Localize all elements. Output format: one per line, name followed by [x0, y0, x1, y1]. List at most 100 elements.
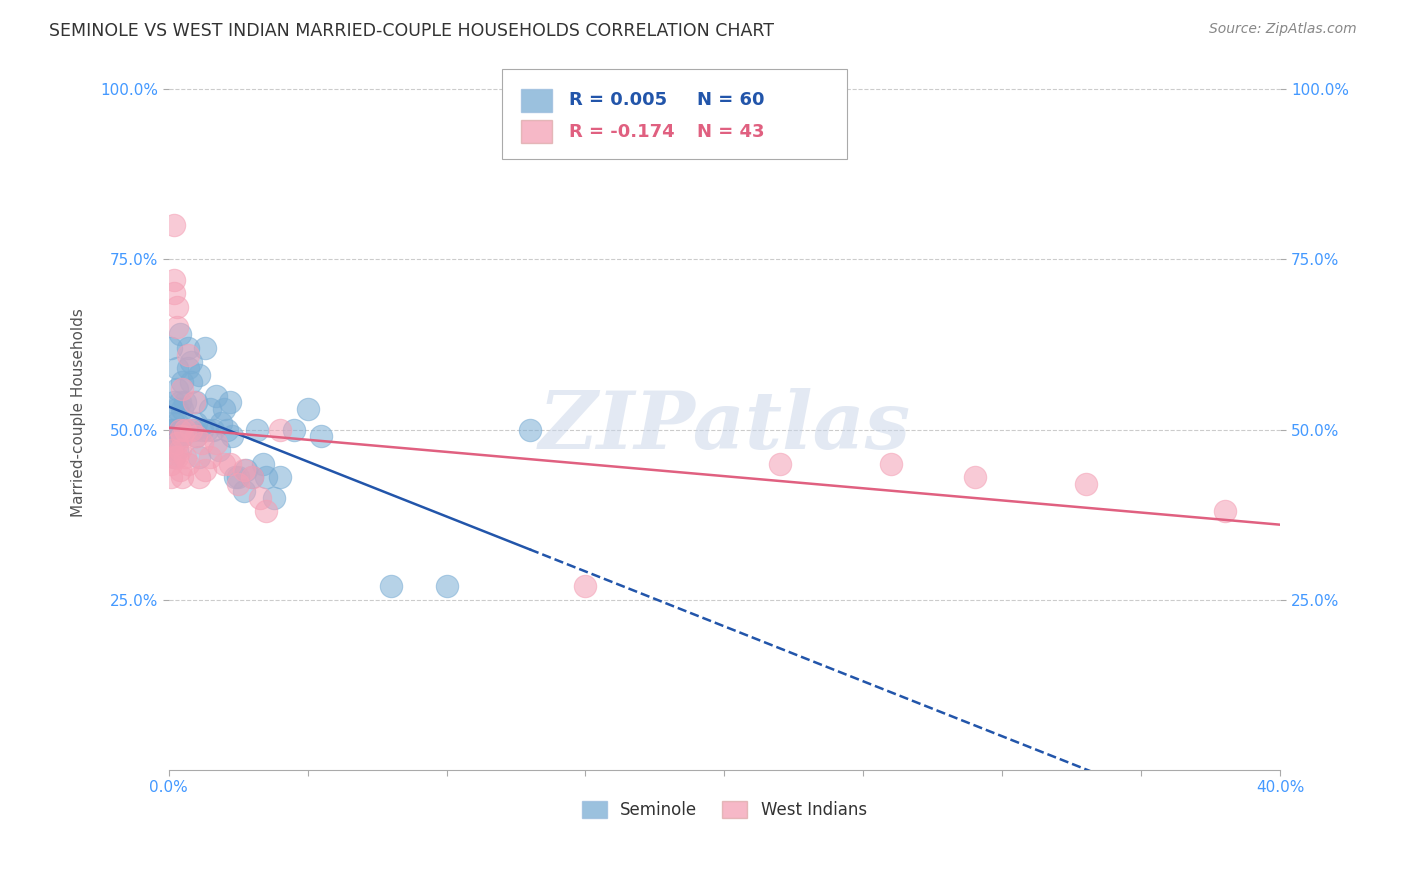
Point: [169, 423, 191, 437]
Point: [180, 354, 202, 368]
Point: [174, 450, 197, 464]
Point: [188, 470, 211, 484]
Point: [166, 442, 188, 457]
Point: [177, 457, 200, 471]
Point: [169, 463, 191, 477]
Point: [160, 470, 183, 484]
Point: [204, 388, 226, 402]
Point: [188, 368, 211, 383]
Point: [169, 327, 191, 342]
Point: [166, 382, 188, 396]
Point: [174, 395, 197, 409]
Point: [204, 436, 226, 450]
Point: [166, 436, 188, 450]
Point: [1074, 477, 1097, 491]
Point: [177, 361, 200, 376]
Point: [212, 457, 235, 471]
Point: [186, 429, 208, 443]
Point: [226, 470, 249, 484]
FancyBboxPatch shape: [502, 70, 846, 159]
Point: [160, 341, 183, 355]
Point: [235, 463, 257, 477]
Point: [218, 395, 240, 409]
Point: [574, 579, 596, 593]
Legend: Seminole, West Indians: Seminole, West Indians: [575, 795, 873, 826]
Point: [769, 457, 792, 471]
Point: [263, 491, 285, 505]
Point: [163, 450, 186, 464]
Point: [194, 463, 217, 477]
Point: [186, 395, 208, 409]
Point: [215, 423, 238, 437]
Point: [169, 442, 191, 457]
Point: [221, 429, 243, 443]
Text: N = 43: N = 43: [697, 122, 765, 141]
Point: [436, 579, 458, 593]
Point: [202, 423, 225, 437]
Point: [311, 429, 333, 443]
Point: [180, 423, 202, 437]
Point: [166, 361, 188, 376]
Text: SEMINOLE VS WEST INDIAN MARRIED-COUPLE HOUSEHOLDS CORRELATION CHART: SEMINOLE VS WEST INDIAN MARRIED-COUPLE H…: [49, 22, 775, 40]
Point: [160, 429, 183, 443]
Point: [166, 300, 188, 314]
Point: [166, 320, 188, 334]
Point: [163, 416, 186, 430]
Point: [232, 483, 254, 498]
Point: [240, 470, 263, 484]
Point: [166, 402, 188, 417]
Point: [163, 436, 186, 450]
FancyBboxPatch shape: [522, 88, 553, 112]
Point: [172, 470, 194, 484]
FancyBboxPatch shape: [522, 120, 553, 143]
Point: [163, 286, 186, 301]
Text: R = 0.005: R = 0.005: [569, 91, 666, 109]
Point: [172, 429, 194, 443]
Point: [254, 470, 277, 484]
Point: [252, 457, 274, 471]
Point: [963, 470, 986, 484]
Point: [172, 382, 194, 396]
Point: [209, 416, 232, 430]
Point: [224, 470, 246, 484]
Point: [200, 450, 222, 464]
Point: [166, 450, 188, 464]
Point: [254, 504, 277, 518]
Point: [191, 436, 214, 450]
Point: [240, 470, 263, 484]
Point: [197, 423, 219, 437]
Point: [177, 348, 200, 362]
Point: [160, 442, 183, 457]
Point: [269, 470, 291, 484]
Point: [191, 423, 214, 437]
Point: [172, 429, 194, 443]
Point: [163, 450, 186, 464]
Point: [1213, 504, 1236, 518]
Point: [172, 375, 194, 389]
Point: [200, 402, 222, 417]
Point: [880, 457, 903, 471]
Point: [269, 423, 291, 437]
Text: Source: ZipAtlas.com: Source: ZipAtlas.com: [1209, 22, 1357, 37]
Point: [177, 341, 200, 355]
Point: [172, 402, 194, 417]
Point: [163, 423, 186, 437]
Point: [174, 423, 197, 437]
Point: [519, 423, 541, 437]
Text: N = 60: N = 60: [697, 91, 765, 109]
Y-axis label: Married-couple Households: Married-couple Households: [72, 308, 86, 517]
Point: [246, 423, 269, 437]
Text: ZIPatlas: ZIPatlas: [538, 388, 911, 466]
Point: [160, 457, 183, 471]
Point: [163, 273, 186, 287]
Point: [212, 402, 235, 417]
Point: [174, 423, 197, 437]
Point: [188, 450, 211, 464]
Point: [172, 423, 194, 437]
Point: [186, 429, 208, 443]
Point: [226, 477, 249, 491]
Point: [194, 341, 217, 355]
Point: [169, 423, 191, 437]
Point: [160, 423, 183, 437]
Point: [183, 423, 205, 437]
